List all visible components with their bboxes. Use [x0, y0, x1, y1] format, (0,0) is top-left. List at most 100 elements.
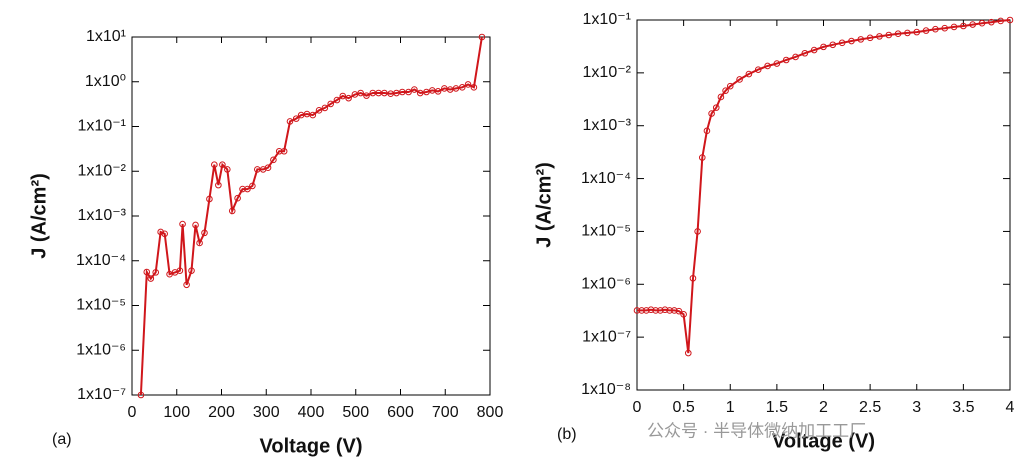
- data-point: [452, 85, 460, 92]
- data-point: [698, 154, 706, 161]
- data-point: [722, 87, 729, 94]
- data-point: [638, 307, 645, 314]
- data-point: [275, 147, 283, 155]
- data-point: [249, 182, 256, 190]
- data-point: [157, 228, 164, 236]
- data-point: [357, 89, 364, 97]
- data-point: [666, 307, 673, 314]
- data-point: [339, 92, 347, 100]
- data-point: [820, 43, 827, 51]
- data-point: [647, 306, 655, 314]
- data-point: [675, 307, 683, 315]
- data-point: [978, 19, 986, 27]
- data-point: [689, 274, 697, 282]
- data-point: [712, 104, 720, 111]
- watermark: 公众号 · 半导体微纳加工工厂: [647, 421, 866, 440]
- data-point: [321, 104, 329, 112]
- data-point: [652, 307, 659, 314]
- data-point: [913, 28, 921, 36]
- data-point: [726, 82, 734, 90]
- y-tick-label: 1x10⁻³: [78, 207, 127, 224]
- data-point: [192, 221, 199, 229]
- data-point: [708, 110, 715, 117]
- data-point: [315, 107, 323, 114]
- plot-frame: [636, 19, 1011, 391]
- data-point: [885, 31, 893, 39]
- data-point: [838, 39, 846, 47]
- data-point: [333, 96, 341, 104]
- data-point: [997, 17, 1004, 25]
- data-point: [941, 24, 949, 32]
- y-tick-label: 1x10¹: [86, 28, 126, 45]
- data-point: [292, 115, 300, 122]
- data-point: [988, 18, 995, 26]
- x-tick-label: 0: [128, 404, 137, 421]
- data-point: [703, 127, 711, 135]
- y-tick-label: 1x10⁻⁸: [581, 381, 631, 398]
- y-tick-label: 1x10⁻³: [583, 117, 632, 134]
- data-point: [810, 46, 818, 54]
- data-point: [782, 56, 790, 64]
- x-tick-label: 1: [726, 399, 735, 416]
- data-point: [206, 195, 213, 203]
- data-point: [179, 220, 186, 228]
- data-line: [637, 19, 1011, 354]
- data-point: [904, 29, 911, 37]
- data-point: [894, 30, 902, 38]
- data-point: [143, 268, 151, 276]
- data-point: [633, 307, 641, 314]
- y-tick-label: 1x10⁰: [85, 73, 126, 90]
- data-point: [152, 269, 160, 276]
- data-point: [950, 23, 958, 31]
- data-point: [327, 100, 334, 108]
- y-tick-label: 1x10⁻¹: [583, 11, 631, 28]
- data-point: [239, 185, 246, 193]
- y-tick-label: 1x10⁻⁷: [582, 328, 631, 345]
- y-axis-label: J (A/cm²): [533, 162, 555, 248]
- data-point: [717, 93, 725, 101]
- panel-label: (b): [557, 426, 577, 443]
- data-point: [363, 92, 370, 99]
- data-point: [932, 25, 939, 33]
- x-tick-label: 3: [912, 399, 921, 416]
- data-point: [464, 81, 472, 88]
- y-tick-label: 1x10⁻⁷: [77, 386, 126, 403]
- y-tick-label: 1x10⁻⁵: [76, 297, 126, 314]
- data-point: [215, 181, 222, 189]
- data-point: [694, 228, 701, 235]
- data-point: [680, 311, 687, 318]
- x-tick-label: 500: [342, 404, 369, 421]
- data-point: [411, 86, 418, 93]
- data-point: [345, 94, 352, 102]
- data-point: [137, 391, 145, 399]
- x-tick-label: 300: [253, 404, 280, 421]
- data-point: [224, 166, 231, 173]
- x-tick-label: 2.5: [859, 399, 881, 416]
- y-tick-label: 1x10⁻⁶: [76, 341, 126, 358]
- x-tick-label: 1.5: [766, 399, 788, 416]
- y-tick-label: 1x10⁻²: [583, 64, 632, 81]
- data-point: [829, 41, 837, 49]
- data-point: [219, 161, 226, 169]
- data-point: [960, 22, 967, 30]
- data-point: [234, 194, 241, 202]
- data-point: [792, 53, 799, 61]
- data-point: [398, 88, 406, 96]
- data-point: [866, 34, 874, 42]
- data-point: [876, 33, 883, 40]
- x-tick-label: 400: [298, 404, 325, 421]
- data-point: [244, 185, 251, 193]
- data-point: [381, 89, 388, 97]
- data-point: [969, 21, 977, 28]
- x-tick-label: 100: [163, 404, 190, 421]
- data-point: [661, 306, 669, 314]
- y-tick-label: 1x10⁻⁵: [581, 223, 631, 240]
- y-axis-label: J (A/cm²): [28, 173, 50, 259]
- x-tick-label: 700: [432, 404, 459, 421]
- data-point: [211, 161, 218, 169]
- x-tick-label: 800: [477, 404, 504, 421]
- data-point: [264, 164, 272, 172]
- data-point: [684, 349, 692, 357]
- x-tick-label: 200: [208, 404, 235, 421]
- y-tick-label: 1x10⁻⁶: [581, 276, 631, 293]
